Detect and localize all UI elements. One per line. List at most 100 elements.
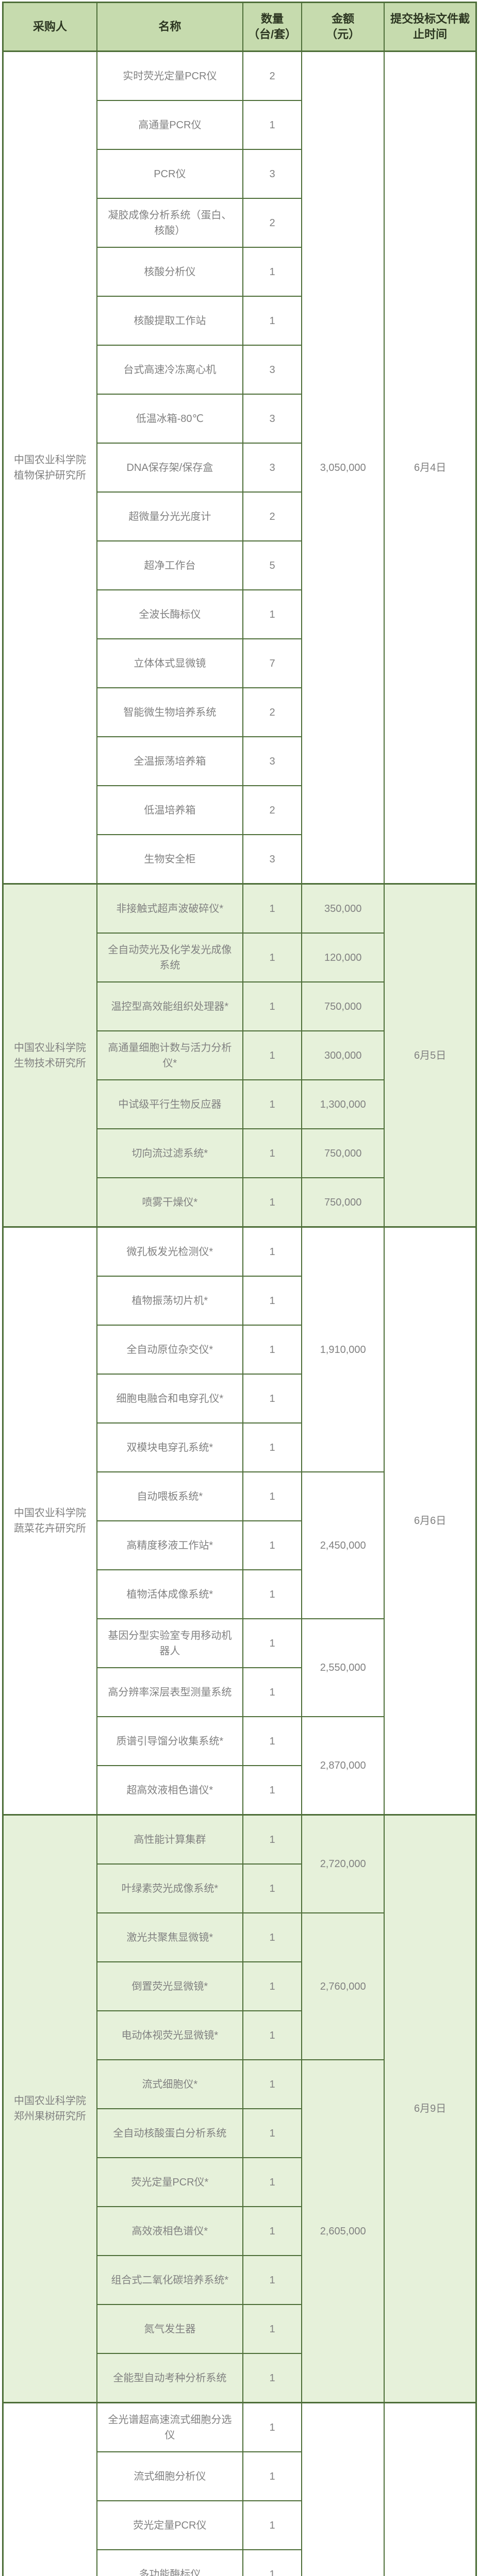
item-quantity-cell: 1 <box>242 100 303 150</box>
item-quantity-cell: 1 <box>242 1079 303 1129</box>
table-row: 低温冰箱-80℃ 3 <box>3 394 476 444</box>
header-purchaser: 采购人 <box>2 2 97 52</box>
item-quantity-cell: 1 <box>242 2304 303 2354</box>
item-quantity-cell: 1 <box>242 1422 303 1472</box>
table-row: 中国农业科学院植物保护研究所 实时荧光定量PCR仪 2 3,050,000 6月4日 <box>2 50 477 885</box>
item-name-cell: 超高效液相色谱仪* <box>96 1765 243 1816</box>
item-name-cell: 台式高速冷冻离心机 <box>96 345 243 395</box>
item-quantity-cell: 1 <box>242 1520 303 1570</box>
item-name-cell: 低温培养箱 <box>96 785 243 835</box>
item-name-cell: 核酸分析仪 <box>96 247 243 297</box>
table-row: DNA保存架/保存盒 3 <box>3 443 476 493</box>
item-name-cell: 双模块电穿孔系统* <box>96 1422 243 1472</box>
table-row: 超高效液相色谱仪* 1 <box>3 1765 476 1816</box>
item-name-cell: 低温冰箱-80℃ <box>96 394 243 444</box>
item-name-cell: 立体体式显微镜 <box>96 638 243 688</box>
table-row: 高通量PCR仪 1 <box>3 100 476 150</box>
item-quantity-cell: 3 <box>242 443 303 493</box>
item-quantity-cell: 1 <box>242 1814 303 1865</box>
item-quantity-cell: 1 <box>242 589 303 639</box>
item-quantity-cell: 1 <box>242 2059 303 2109</box>
item-name-cell: 自动喂板系统* <box>96 1471 243 1521</box>
table-row: 台式高速冷冻离心机 3 <box>3 345 476 395</box>
table-row: 双模块电穿孔系统* 1 <box>3 1422 476 1472</box>
amount-cell: 300,000 <box>301 1030 385 1080</box>
table-row: 中国农业科学院蔬菜花卉研究所 微孔板发光检测仪* 1 1,910,000 6月6日 <box>2 1226 477 1816</box>
item-quantity-cell: 1 <box>242 2402 303 2452</box>
table-row: 智能微生物培养系统 2 <box>3 687 476 737</box>
table-header: 采购人 名称 数量 （台/套） 金额 （元） 提交投标文件截止时间 <box>2 2 477 52</box>
table-row: 质谱引导馏分收集系统* 1 2,870,000 <box>3 1716 476 1816</box>
item-quantity-cell: 1 <box>242 1765 303 1816</box>
item-name-cell: 倒置荧光显微镜* <box>96 1961 243 2011</box>
item-quantity-cell: 3 <box>242 345 303 395</box>
table-row: 组合式二氧化碳培养系统* 1 <box>3 2255 476 2305</box>
item-quantity-cell: 1 <box>242 2010 303 2060</box>
purchaser-cell: 中国农业科学院哈尔滨兽医研究所 <box>2 2402 97 2576</box>
table-row: 荧光定量PCR仪 1 <box>3 2500 476 2550</box>
amount-cell: 1,300,000 <box>301 1079 385 1129</box>
table-row: 全温振荡培养箱 3 <box>3 736 476 786</box>
table-row: 高精度移液工作站* 1 <box>3 1520 476 1570</box>
table-row: 流式细胞仪* 1 2,605,000 <box>3 2059 476 2403</box>
item-quantity-cell: 1 <box>242 1716 303 1766</box>
table-row: 全自动荧光及化学发光成像系统 1 120,000 <box>3 933 476 982</box>
item-quantity-cell: 1 <box>242 2157 303 2207</box>
item-quantity-cell: 1 <box>242 2353 303 2403</box>
table-row: 多功能酶标仪 1 <box>3 2549 476 2576</box>
table-row: 植物活体成像系统* 1 <box>3 1569 476 1619</box>
table-row: 温控型高效能组织处理器* 1 750,000 <box>3 981 476 1031</box>
amount-cell: 2,870,000 <box>301 1716 385 1816</box>
amount-cell: 350,000 <box>301 883 385 934</box>
item-quantity-cell: 3 <box>242 736 303 786</box>
item-quantity-cell: 1 <box>242 1863 303 1913</box>
item-quantity-cell: 5 <box>242 540 303 590</box>
table-row: 中国农业科学院哈尔滨兽医研究所全光谱超高速流式细胞分选仪18,945,0006月… <box>2 2402 477 2576</box>
item-quantity-cell: 1 <box>242 1618 303 1668</box>
header-amount: 金额 （元） <box>301 2 385 52</box>
item-quantity-cell: 1 <box>242 1667 303 1717</box>
table-row: 荧光定量PCR仪* 1 <box>3 2157 476 2207</box>
item-name-cell: 叶绿素荧光成像系统* <box>96 1863 243 1913</box>
item-name-cell: 超净工作台 <box>96 540 243 590</box>
item-quantity-cell: 1 <box>242 247 303 297</box>
table-row: 全自动原位杂交仪* 1 <box>3 1325 476 1375</box>
item-quantity-cell: 1 <box>242 1030 303 1080</box>
purchaser-cell: 中国农业科学院植物保护研究所 <box>2 50 97 885</box>
item-name-cell: 温控型高效能组织处理器* <box>96 981 243 1031</box>
amount-cell: 1,910,000 <box>301 1226 385 1472</box>
item-name-cell: 质谱引导馏分收集系统* <box>96 1716 243 1766</box>
item-name-cell: 喷雾干燥仪* <box>96 1177 243 1228</box>
table-row: 超净工作台 5 <box>3 540 476 590</box>
table-row: 高通量细胞计数与活力分析仪* 1 300,000 <box>3 1030 476 1080</box>
item-name-cell: 全光谱超高速流式细胞分选仪 <box>96 2402 243 2452</box>
item-quantity-cell: 1 <box>242 933 303 982</box>
table-row: 自动喂板系统* 1 2,450,000 <box>3 1471 476 1619</box>
table-row: 全能型自动考种分析系统 1 <box>3 2353 476 2403</box>
table-row: 核酸提取工作站 1 <box>3 296 476 346</box>
item-name-cell: 植物活体成像系统* <box>96 1569 243 1619</box>
table-row: 激光共聚焦显微镜* 1 2,760,000 <box>3 1912 476 2060</box>
table-row: 全波长酶标仪 1 <box>3 589 476 639</box>
item-quantity-cell: 2 <box>242 50 303 101</box>
header-name: 名称 <box>96 2 243 52</box>
item-name-cell: 组合式二氧化碳培养系统* <box>96 2255 243 2305</box>
deadline-cell: 6月6日 <box>384 1226 477 1816</box>
deadline-cell: 6月10日 <box>384 2402 477 2576</box>
item-name-cell: 细胞电融合和电穿孔仪* <box>96 1374 243 1423</box>
item-name-cell: 核酸提取工作站 <box>96 296 243 346</box>
deadline-cell: 6月5日 <box>384 883 477 1228</box>
item-name-cell: 荧光定量PCR仪* <box>96 2157 243 2207</box>
table-row: 中国农业科学院生物技术研究所 非接触式超声波破碎仪* 1 350,000 6月5日 <box>2 883 477 1228</box>
table-row: 凝胶成像分析系统（蛋白、核酸） 2 <box>3 198 476 248</box>
item-name-cell: 实时荧光定量PCR仪 <box>96 50 243 101</box>
header-quantity: 数量 （台/套） <box>242 2 303 52</box>
item-name-cell: 全温振荡培养箱 <box>96 736 243 786</box>
deadline-cell: 6月4日 <box>384 50 477 885</box>
item-name-cell: 全自动荧光及化学发光成像系统 <box>96 933 243 982</box>
amount-cell: 2,605,000 <box>301 2059 385 2403</box>
table-row: 低温培养箱 2 <box>3 785 476 835</box>
item-quantity-cell: 1 <box>242 1276 303 1326</box>
item-name-cell: DNA保存架/保存盒 <box>96 443 243 493</box>
purchaser-cell: 中国农业科学院生物技术研究所 <box>2 883 97 1228</box>
